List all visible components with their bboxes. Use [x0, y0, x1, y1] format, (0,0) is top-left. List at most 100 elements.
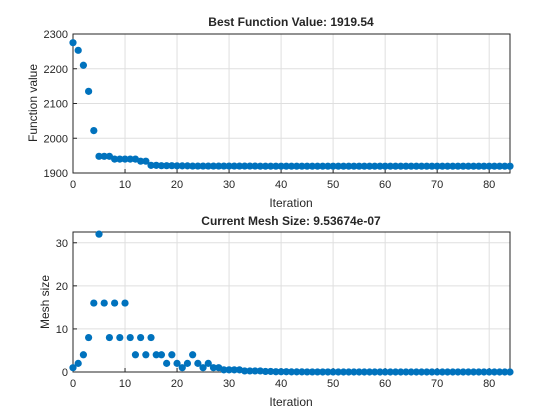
top-data-point — [235, 162, 244, 170]
bottom-x-tick-label: 10 — [119, 378, 131, 390]
bottom-data-point — [220, 366, 228, 374]
mesh-size-axes: Current Mesh Size: 9.53674e-07 Iteration… — [38, 214, 514, 409]
top-x-tick-label: 40 — [275, 179, 287, 191]
bottom-data-point — [204, 359, 212, 367]
bottom-data-point — [407, 368, 415, 376]
top-data-point — [282, 162, 290, 170]
top-data-point — [142, 157, 150, 165]
bottom-x-tick-label: 20 — [171, 378, 183, 390]
bottom-data-point — [69, 364, 77, 372]
bottom-data-point — [183, 359, 192, 367]
bottom-data-point — [152, 351, 160, 359]
top-data-point — [277, 162, 285, 170]
top-data-point — [449, 162, 457, 170]
bottom-data-point — [100, 299, 108, 307]
top-data-point — [501, 162, 509, 170]
top-data-point — [79, 61, 88, 69]
bottom-data-point — [350, 368, 358, 376]
top-data-point — [402, 162, 410, 170]
top-y-tick-label: 2100 — [44, 99, 68, 111]
bottom-data-point — [438, 368, 446, 376]
bottom-data-point — [95, 230, 103, 238]
top-data-point — [480, 162, 488, 170]
top-data-point — [199, 162, 207, 170]
bottom-data-point — [454, 368, 462, 376]
bottom-data-point — [506, 368, 514, 376]
top-data-point — [209, 162, 218, 170]
bottom-data-point — [402, 368, 410, 376]
bottom-data-point — [371, 368, 379, 376]
top-data-point — [298, 162, 306, 170]
top-data-point — [334, 162, 342, 170]
bottom-x-tick-label: 70 — [431, 378, 443, 390]
top-data-point — [355, 162, 363, 170]
top-data-point — [303, 162, 311, 170]
top-data-point — [469, 162, 478, 170]
bottom-x-tick-label: 30 — [223, 378, 235, 390]
bottom-data-point — [199, 364, 207, 372]
top-data-point — [308, 162, 316, 170]
top-data-point — [443, 162, 452, 170]
top-data-point — [225, 162, 233, 170]
bottom-data-point — [428, 368, 436, 376]
bottom-x-tick-label: 80 — [483, 378, 495, 390]
bottom-data-point — [126, 333, 134, 342]
top-x-tick-label: 0 — [70, 179, 76, 191]
bottom-data-point — [334, 368, 342, 376]
bottom-data-point — [178, 364, 186, 372]
bottom-data-point — [329, 368, 337, 376]
bottom-data-point — [111, 299, 119, 307]
bottom-data-point — [345, 368, 353, 376]
top-y-tick-label: 2200 — [44, 64, 68, 76]
top-data-point — [423, 162, 431, 170]
top-data-point — [85, 87, 93, 95]
top-data-point — [194, 162, 202, 170]
top-x-tick-label: 70 — [431, 179, 443, 191]
bottom-data-point — [459, 368, 467, 376]
top-data-point — [256, 162, 264, 170]
bottom-data-point — [147, 333, 155, 342]
top-data-point — [261, 162, 270, 170]
top-data-point — [189, 162, 197, 170]
bottom-data-point — [74, 359, 82, 367]
bottom-data-point — [355, 368, 363, 376]
bottom-data-point — [121, 299, 129, 307]
bottom-data-point — [241, 367, 249, 375]
top-y-tick-label: 2000 — [44, 133, 68, 145]
top-data-point — [241, 162, 249, 170]
top-data-point — [329, 162, 337, 170]
top-data-point — [412, 162, 420, 170]
bottom-data-point — [194, 359, 202, 367]
top-axes-box — [72, 33, 511, 174]
bottom-data-point — [116, 333, 124, 342]
top-data-point — [386, 162, 394, 170]
top-ylabel: Function value — [26, 64, 40, 142]
top-data-point — [324, 162, 332, 170]
top-data-point — [246, 162, 254, 170]
top-data-point — [152, 161, 160, 169]
bottom-data-point — [168, 351, 176, 359]
top-data-point — [293, 162, 301, 170]
bottom-data-point — [319, 368, 327, 376]
top-chart-title: Best Function Value: 1919.54 — [208, 15, 374, 29]
top-data-point — [495, 162, 504, 170]
top-data-point — [454, 162, 462, 170]
top-y-tick-label: 2300 — [44, 29, 68, 41]
bottom-x-tick-label: 60 — [379, 378, 391, 390]
bottom-data-point — [339, 368, 348, 376]
top-data-point — [90, 127, 98, 135]
top-x-tick-label: 80 — [483, 179, 495, 191]
bottom-x-tick-label: 50 — [327, 378, 339, 390]
top-data-point — [168, 162, 176, 170]
top-data-point — [485, 162, 493, 170]
bottom-data-point — [469, 368, 478, 376]
bottom-data-point — [443, 368, 452, 376]
top-data-point — [313, 162, 322, 170]
bottom-y-tick-label: 10 — [56, 324, 68, 336]
bottom-data-point — [85, 333, 93, 342]
bottom-data-point — [433, 368, 441, 376]
bottom-data-point — [142, 351, 150, 359]
top-data-point — [178, 162, 186, 170]
bottom-data-point — [157, 351, 166, 359]
bottom-data-point — [397, 368, 405, 376]
